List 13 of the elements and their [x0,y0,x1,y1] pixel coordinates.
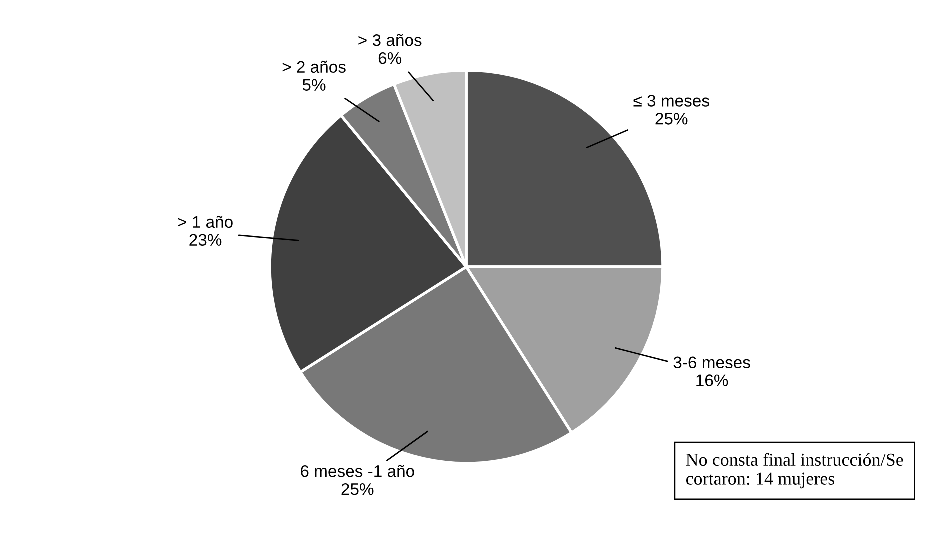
data-label: 23% [190,234,222,246]
slice-label: > 2 años [282,60,346,74]
slice-label: ≤ 3 meses [634,95,710,107]
data-label: 25% [656,113,688,125]
data-label: 6% [378,52,402,64]
slice-label: > 1 año [178,216,233,228]
slice-label: 3-6 meses [674,356,750,369]
slice-label: > 3 años [358,34,422,46]
data-label: 16% [696,374,728,386]
slice-label: 6 meses -1 año [301,465,414,478]
data-label: 5% [302,79,326,92]
text: No consta final instrucción/Se cortaron: 14 mujeres [686,453,904,489]
data-label: 25% [342,483,374,496]
